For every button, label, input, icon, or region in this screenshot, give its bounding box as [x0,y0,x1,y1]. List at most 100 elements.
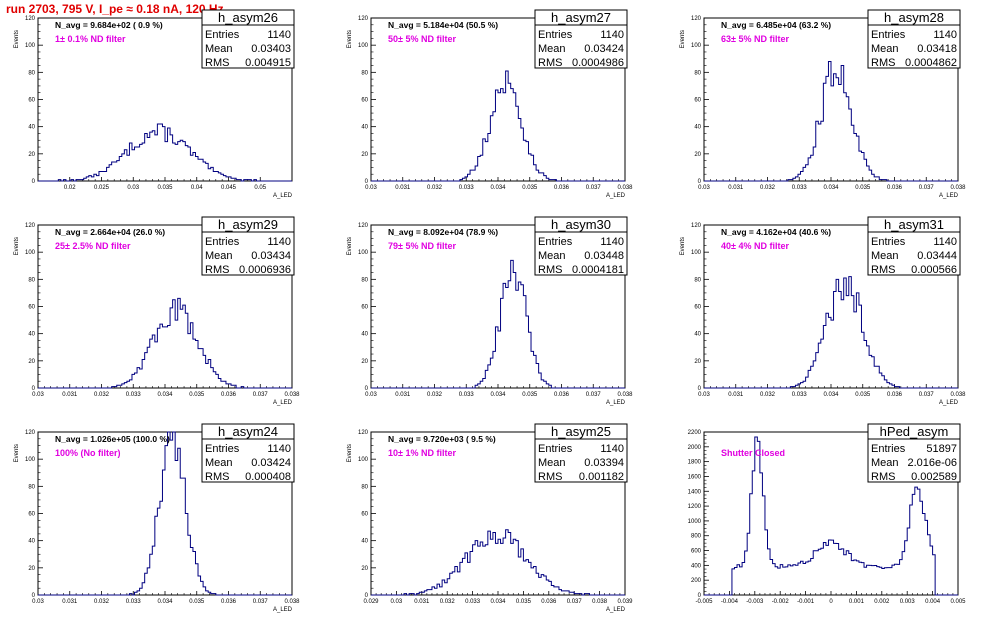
x-tick-label: 0.034 [823,392,839,398]
x-tick-label: 0.032 [94,392,110,398]
y-tick-label: 80 [361,277,368,283]
stat-value-entries: 1140 [933,236,957,248]
stat-value-rms: 0.001182 [579,471,624,483]
x-tick-label: 0.03 [698,185,710,191]
x-tick-label: 0.038 [617,185,633,191]
y-axis-title: Events [14,444,20,462]
y-tick-label: 0 [698,386,702,392]
y-tick-label: 2200 [688,430,702,436]
y-tick-label: 60 [361,512,368,518]
navg-label: N_avg = 9.684e+02 ( 0.9 %) [55,20,163,30]
y-tick-label: 1400 [688,489,702,495]
x-tick-label: 0.035 [189,599,205,605]
x-tick-label: 0.035 [189,392,205,398]
y-tick-label: 40 [361,332,368,338]
stats-box [201,216,295,276]
histogram-name: h_asym31 [884,217,944,232]
y-tick-label: 80 [694,70,701,76]
stat-label-rms: RMS [205,471,229,483]
x-tick-label: 0.037 [253,392,269,398]
y-tick-label: 120 [691,16,702,22]
stats-box [201,423,295,483]
stat-label-rms: RMS [205,57,229,69]
x-tick-label: 0.05 [254,185,266,191]
x-tick-label: 0.035 [157,185,173,191]
panel-h_asym30: 0.03 0.031 0.032 0.033 0.034 0.035 0.036 0.037 0… [347,216,633,406]
histogram-name: h_asym24 [218,424,278,439]
histogram-line [704,60,958,182]
x-tick-label: 0.02 [64,185,76,191]
stats-box [534,9,628,69]
y-tick-label: 1600 [688,474,702,480]
x-tick-label: 0.036 [887,392,903,398]
x-tick-label: 0.038 [284,392,300,398]
y-tick-label: 80 [361,70,368,76]
y-tick-label: 40 [694,125,701,131]
y-tick-label: 60 [361,98,368,104]
stat-label-entries: Entries [205,236,240,248]
x-tick-label: 0.037 [586,185,602,191]
histogram-line [38,431,292,596]
x-tick-label: 0.045 [221,185,237,191]
x-tick-label: 0.037 [919,392,935,398]
stat-label-mean: Mean [871,43,899,55]
histogram-name: h_asym27 [551,10,611,25]
stat-label-mean: Mean [871,457,899,469]
histogram-line [371,529,625,596]
stat-label-entries: Entries [538,443,573,455]
x-tick-label: 0.034 [157,392,173,398]
x-tick-label: 0.03 [127,185,139,191]
y-tick-label: 40 [28,539,35,545]
histogram-name: h_asym25 [551,424,611,439]
x-tick-label: 0.003 [900,599,916,605]
x-axis-title: A_LED [273,193,293,199]
panel-h_asym25: 0.029 0.03 0.031 0.032 0.033 0.034 0.035 0.036 0… [347,423,633,613]
panel-h_asym26: 0.02 0.025 0.03 0.035 0.04 0.045 0.05 0 20 40 60 80… [14,9,295,199]
x-tick-label: 0.036 [554,392,570,398]
x-tick-label: 0 [829,599,833,605]
histogram-name: hPed_asym [880,424,949,439]
navg-label: N_avg = 8.092e+04 (78.9 %) [388,227,498,237]
navg-label: N_avg = 2.664e+04 (26.0 %) [55,227,165,237]
x-tick-label: -0.002 [772,599,790,605]
x-tick-label: 0.005 [950,599,966,605]
stats-box [867,423,961,483]
x-tick-label: 0.03 [365,185,377,191]
panel-h_asym29: 0.03 0.031 0.032 0.033 0.034 0.035 0.036 0.037 0… [14,216,300,406]
x-tick-label: 0.031 [395,185,411,191]
panel-h_asym28: 0.03 0.031 0.032 0.033 0.034 0.035 0.036 0.037 0… [680,9,966,199]
stat-value-mean: 0.03403 [251,43,291,55]
panel-hPed_asym: -0.005 -0.004 -0.003 -0.002 -0.001 0 0.001 0.00… [688,423,966,605]
x-tick-label: 0.04 [191,185,203,191]
y-tick-label: 80 [361,484,368,490]
x-tick-label: 0.03 [32,599,44,605]
y-tick-label: 120 [25,16,36,22]
y-tick-label: 100 [358,43,369,49]
x-tick-label: 0.004 [925,599,941,605]
x-tick-label: 0.032 [427,185,443,191]
y-tick-label: 100 [25,43,36,49]
stat-label-rms: RMS [538,264,562,276]
stat-label-entries: Entries [538,236,573,248]
y-tick-label: 20 [694,152,701,158]
y-axis-title: Events [347,237,353,255]
x-tick-label: -0.004 [721,599,739,605]
x-tick-label: 0.032 [440,599,456,605]
navg-label: N_avg = 4.162e+04 (40.6 %) [721,227,831,237]
x-tick-label: 0.035 [522,185,538,191]
y-tick-label: 0 [365,593,369,599]
x-tick-label: 0.034 [157,599,173,605]
stats-box [534,423,628,483]
y-tick-label: 20 [28,152,35,158]
x-tick-label: 0.038 [284,599,300,605]
x-tick-label: 0.037 [919,185,935,191]
y-tick-label: 100 [691,43,702,49]
y-tick-label: 60 [28,98,35,104]
x-tick-label: 0.031 [62,392,78,398]
x-tick-label: 0.031 [728,185,744,191]
panel-h_asym24: 0.03 0.031 0.032 0.033 0.034 0.035 0.036 0.037 0… [14,423,300,613]
y-tick-label: 40 [361,539,368,545]
stat-value-rms: 0.0004986 [572,57,624,69]
y-tick-label: 80 [28,484,35,490]
y-tick-label: 100 [358,250,369,256]
